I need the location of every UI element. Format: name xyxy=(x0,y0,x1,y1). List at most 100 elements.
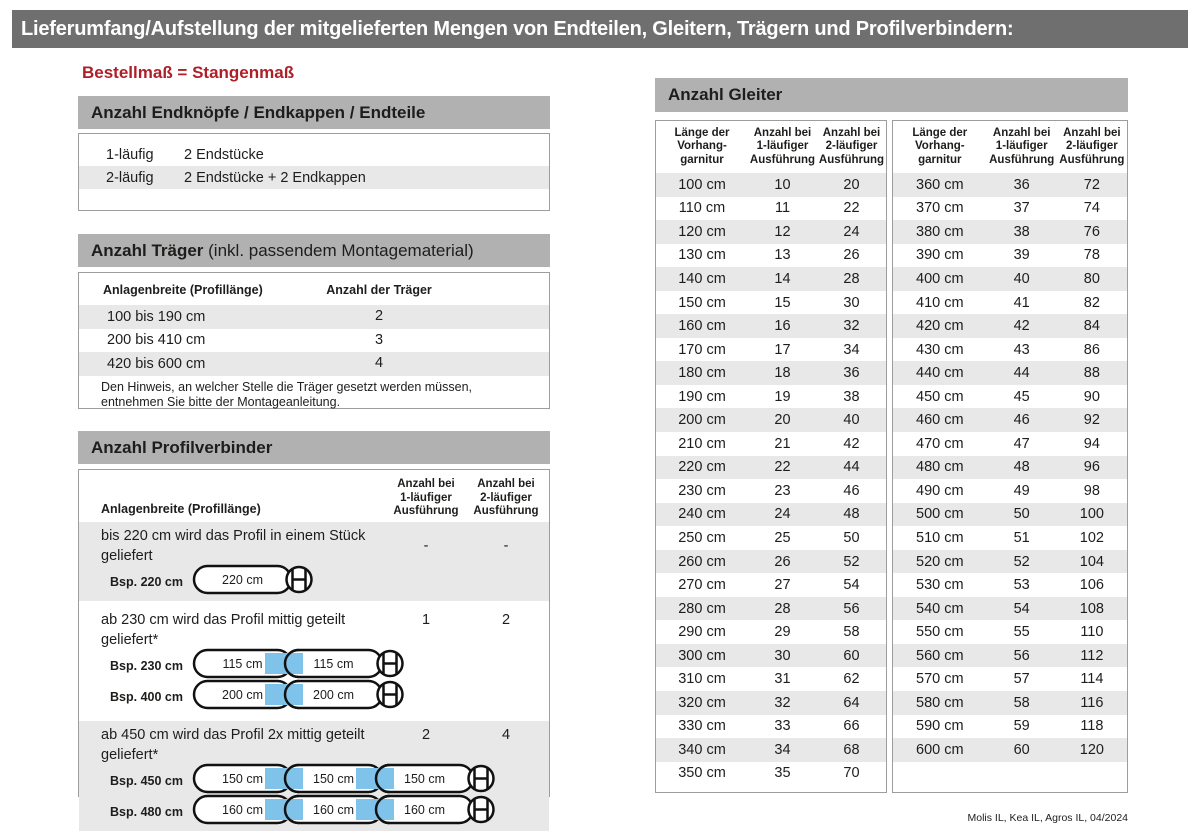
profile-bar-graphic: 200 cm 200 cm xyxy=(192,679,404,710)
gleiter-cell: 340 cm xyxy=(678,741,726,758)
gleiter-cell: 11 xyxy=(774,200,791,217)
gleiter-row: 210 cm 21 42 xyxy=(656,432,886,456)
gleiter-cell: 86 xyxy=(1083,341,1100,358)
segment-joint-arc xyxy=(283,794,299,825)
gleiter-row: 180 cm 18 36 xyxy=(656,361,886,385)
col-header-1-laeufig: Anzahl bei 1-läufiger Ausführung xyxy=(393,478,459,518)
gleiter-table-body: 360 cm 36 72 370 cm 37 74 380 cm 38 76 390 cm 39 78… xyxy=(893,173,1127,762)
gleiter-cell: 34 xyxy=(774,741,791,758)
svg-text:200 cm: 200 cm xyxy=(313,688,354,702)
example-label: Bsp. 400 cm xyxy=(110,690,183,704)
gleiter-row: 270 cm 27 54 xyxy=(656,573,886,597)
svg-text:115 cm: 115 cm xyxy=(222,657,262,671)
col-header-2-laeufig: Anzahl bei 2-läufiger Ausführung xyxy=(818,126,885,166)
gleiter-cell: 42 xyxy=(1013,318,1030,335)
gleiter-cell: 44 xyxy=(1013,365,1030,382)
gleiter-table-header: Länge der Vorhang- garnitur Anzahl bei 1… xyxy=(893,121,1127,173)
gleiter-row: 510 cm 51 102 xyxy=(893,526,1127,550)
col-header-laenge: Länge der Vorhang- garnitur xyxy=(674,126,730,166)
gleiter-row: 550 cm 55 110 xyxy=(893,620,1127,644)
gleiter-cell: 56 xyxy=(1013,647,1030,664)
gleiter-table-body: 100 cm 10 20 110 cm 11 22 120 cm 12 24 130 cm 13 26… xyxy=(656,173,886,785)
gleiter-cell: 110 cm xyxy=(678,200,726,217)
endteile-row-label: 1-läufig xyxy=(106,146,154,163)
traeger-note: Den Hinweis, an welcher Stelle die Träge… xyxy=(101,379,473,409)
traeger-range: 100 bis 190 cm xyxy=(107,308,206,325)
gleiter-cell: 390 cm xyxy=(916,247,964,264)
section-title-profilverbinder: Anzahl Profilverbinder xyxy=(91,438,273,457)
profile-end-cap-icon xyxy=(467,764,495,793)
gleiter-cell: 140 cm xyxy=(678,270,726,287)
value-1-laeufig: - xyxy=(423,538,429,554)
gleiter-row: 360 cm 36 72 xyxy=(893,173,1127,197)
profil-rule-block: ab 230 cm wird das Profil mittig geteilt… xyxy=(79,606,549,716)
profile-end-cap-icon xyxy=(376,680,404,709)
gleiter-cell: 96 xyxy=(1083,459,1100,476)
traeger-table: Anlagenbreite (Profillänge) Anzahl der T… xyxy=(78,272,550,409)
svg-text:220 cm: 220 cm xyxy=(222,573,263,587)
section-subtitle-traeger: (inkl. passendem Montagematerial) xyxy=(203,241,474,260)
gleiter-cell: 14 xyxy=(774,270,791,287)
gleiter-row: 430 cm 43 86 xyxy=(893,338,1127,362)
table-row: 1-läufig 2 Endstücke xyxy=(79,143,549,166)
profile-bar-graphic: 115 cm 115 cm xyxy=(192,648,404,679)
gleiter-cell: 22 xyxy=(843,200,860,217)
gleiter-cell: 26 xyxy=(774,553,791,570)
gleiter-cell: 64 xyxy=(843,694,860,711)
gleiter-cell: 310 cm xyxy=(678,671,726,688)
gleiter-cell: 112 xyxy=(1080,647,1104,664)
gleiter-cell: 28 xyxy=(843,270,860,287)
gleiter-cell: 90 xyxy=(1083,388,1100,405)
gleiter-cell: 30 xyxy=(843,294,860,311)
gleiter-row: 320 cm 32 64 xyxy=(656,691,886,715)
gleiter-row: 340 cm 34 68 xyxy=(656,738,886,762)
profile-example: Bsp. 480 cm 160 cm 160 cm 160 cm xyxy=(79,794,549,827)
gleiter-cell: 540 cm xyxy=(916,600,964,617)
gleiter-cell: 280 cm xyxy=(678,600,726,617)
profile-bar-graphic: 160 cm 160 cm 160 cm xyxy=(192,794,495,825)
gleiter-row: 390 cm 39 78 xyxy=(893,244,1127,268)
gleiter-table-header: Länge der Vorhang- garnitur Anzahl bei 1… xyxy=(656,121,886,173)
gleiter-cell: 35 xyxy=(774,765,791,782)
gleiter-cell: 17 xyxy=(774,341,791,358)
gleiter-cell: 250 cm xyxy=(678,529,726,546)
value-1-laeufig: 2 xyxy=(421,727,431,743)
gleiter-cell: 106 xyxy=(1079,577,1104,594)
gleiter-row: 380 cm 38 76 xyxy=(893,220,1127,244)
gleiter-cell: 32 xyxy=(774,694,791,711)
section-title-endteile: Anzahl Endknöpfe / Endkappen / Endteile xyxy=(91,103,426,122)
gleiter-cell: 110 xyxy=(1080,624,1104,641)
gleiter-cell: 500 cm xyxy=(916,506,964,523)
left-column: Bestellmaß = Stangenmaß Anzahl Endknöpfe… xyxy=(78,60,550,831)
section-header-gleiter: Anzahl Gleiter xyxy=(655,78,1128,112)
table-row: 2-läufig 2 Endstücke + 2 Endkappen xyxy=(79,166,549,189)
gleiter-cell: 36 xyxy=(1013,176,1030,193)
gleiter-row: 140 cm 14 28 xyxy=(656,267,886,291)
gleiter-cell: 520 cm xyxy=(916,553,964,570)
gleiter-row: 490 cm 49 98 xyxy=(893,479,1127,503)
gleiter-cell: 45 xyxy=(1013,388,1030,405)
gleiter-cell: 430 cm xyxy=(916,341,964,358)
segment-joint-arc xyxy=(283,763,299,794)
gleiter-row: 590 cm 59 118 xyxy=(893,715,1127,739)
gleiter-cell: 78 xyxy=(1083,247,1100,264)
gleiter-cell: 150 cm xyxy=(678,294,726,311)
gleiter-tables: Länge der Vorhang- garnitur Anzahl bei 1… xyxy=(655,120,1128,793)
gleiter-cell: 50 xyxy=(843,529,860,546)
gleiter-row: 100 cm 10 20 xyxy=(656,173,886,197)
gleiter-cell: 53 xyxy=(1013,577,1030,594)
gleiter-cell: 15 xyxy=(774,294,791,311)
gleiter-cell: 120 cm xyxy=(678,223,726,240)
gleiter-cell: 100 xyxy=(1079,506,1104,523)
gleiter-row: 200 cm 20 40 xyxy=(656,408,886,433)
gleiter-cell: 350 cm xyxy=(678,765,726,782)
profile-bar-graphic: 220 cm xyxy=(192,564,313,595)
gleiter-row: 300 cm 30 60 xyxy=(656,643,886,668)
gleiter-cell: 92 xyxy=(1083,412,1100,429)
gleiter-row: 150 cm 15 30 xyxy=(656,291,886,315)
gleiter-cell: 270 cm xyxy=(678,577,726,594)
gleiter-cell: 40 xyxy=(843,412,860,429)
gleiter-cell: 38 xyxy=(843,388,860,405)
page-title: Lieferumfang/Aufstellung der mitgeliefer… xyxy=(21,18,1014,40)
col-header-anzahl-traeger: Anzahl der Träger xyxy=(326,283,432,297)
